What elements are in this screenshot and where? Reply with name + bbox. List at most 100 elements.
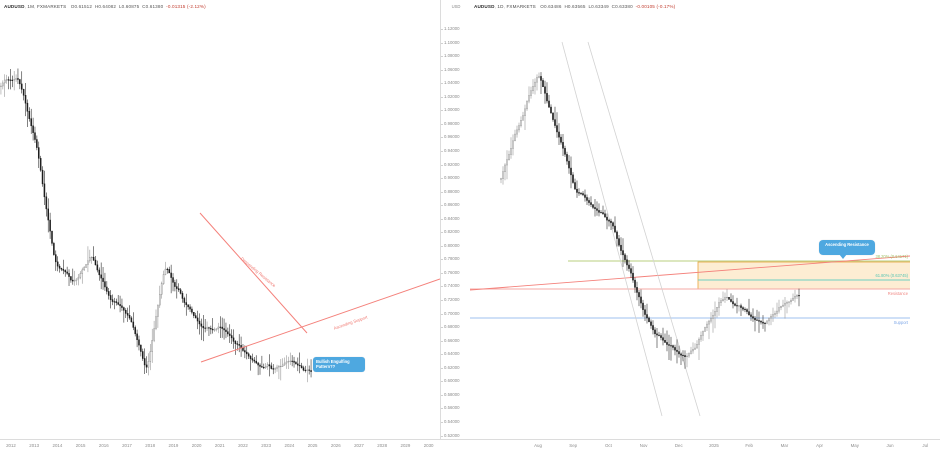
candle-body bbox=[502, 171, 504, 179]
candle-body bbox=[538, 76, 540, 78]
candle-body bbox=[37, 147, 40, 159]
time-axis-left[interactable]: 2012 2013 2014 2015 2016 2017 2018 2019 2020 2021… bbox=[0, 439, 470, 453]
candle-body bbox=[754, 317, 756, 321]
exchange-label: FXMARKETS bbox=[36, 4, 67, 9]
candle-body bbox=[176, 286, 178, 289]
candle-body bbox=[30, 118, 32, 127]
bullish-engulfing-callout[interactable]: Bullish Engulfing Pattern?? bbox=[313, 357, 365, 372]
ascending-resistance-line[interactable] bbox=[470, 255, 910, 291]
candle-body bbox=[658, 334, 660, 336]
candle-body bbox=[79, 273, 82, 278]
candle-body bbox=[51, 230, 53, 244]
candle-body bbox=[157, 304, 159, 317]
candle-body bbox=[716, 307, 718, 312]
candle-body bbox=[75, 278, 78, 281]
price-tick: 0.88000 bbox=[441, 189, 471, 195]
open-label: O bbox=[70, 4, 75, 9]
candle-body bbox=[656, 333, 658, 336]
price-tick: 0.96000 bbox=[441, 134, 471, 140]
candle-body bbox=[678, 351, 680, 355]
candle-body bbox=[191, 308, 193, 313]
candle-body bbox=[626, 259, 628, 266]
candle-body bbox=[43, 183, 46, 198]
candle-body bbox=[219, 326, 222, 328]
candle-body bbox=[750, 314, 752, 317]
candle-body bbox=[634, 279, 636, 288]
symbol-label[interactable]: AUDUSD bbox=[474, 4, 495, 9]
candle-body bbox=[654, 329, 656, 335]
price-tick: 0.84000 bbox=[441, 216, 471, 222]
candle-body bbox=[189, 306, 191, 310]
candle-body bbox=[680, 353, 682, 356]
candle-body bbox=[764, 322, 766, 325]
candle-body bbox=[788, 301, 790, 303]
candle-body bbox=[276, 366, 278, 369]
candle-body bbox=[291, 360, 293, 362]
candle-body bbox=[714, 311, 716, 316]
candle-body bbox=[682, 354, 684, 356]
change-percent: (-0.17%) bbox=[656, 4, 676, 9]
candle-body bbox=[253, 359, 256, 362]
plot-area-left[interactable]: Descending Resistance Ascending Support … bbox=[0, 16, 440, 439]
price-axis-left[interactable]: USD 1.12000 1.10000 1.08000 1.06000 1.04000 1… bbox=[440, 0, 471, 453]
candle-body bbox=[132, 321, 135, 328]
price-tick: 0.76000 bbox=[441, 270, 471, 276]
chart-pane-right[interactable]: AUDUSD, 1D, FXMARKETS O0.63486 H0.63565 … bbox=[470, 0, 940, 453]
candle-body bbox=[310, 370, 312, 372]
ascending-resistance-callout[interactable]: Ascending Resistance bbox=[819, 240, 875, 260]
time-tick: Jun bbox=[886, 443, 894, 448]
candle-body bbox=[578, 192, 580, 194]
candle-body bbox=[652, 325, 654, 331]
channel-upper-line[interactable] bbox=[561, 41, 663, 417]
candle-body bbox=[134, 327, 136, 335]
chart-legend-right[interactable]: AUDUSD, 1D, FXMARKETS O0.63486 H0.63565 … bbox=[474, 4, 676, 9]
candle-body bbox=[724, 297, 726, 300]
candle-body bbox=[236, 343, 239, 345]
ascending-support-line[interactable] bbox=[200, 278, 440, 363]
candle-body bbox=[138, 339, 140, 346]
price-axis-currency-left: USD bbox=[451, 4, 461, 9]
candle-body bbox=[196, 317, 199, 322]
price-tick: 0.80000 bbox=[441, 243, 471, 249]
candle-body bbox=[604, 213, 606, 218]
fib-retracement-zone[interactable] bbox=[697, 261, 910, 290]
candle-body bbox=[81, 269, 84, 274]
candle-body bbox=[536, 77, 538, 83]
candle-body bbox=[548, 100, 550, 108]
price-tick: 0.64000 bbox=[441, 351, 471, 357]
time-axis-right[interactable]: Aug Sep Oct Nov Dec 2025 Feb Mar Apr May Jun Jul bbox=[470, 439, 940, 453]
candle-body bbox=[664, 340, 666, 343]
candle-body bbox=[692, 349, 694, 352]
candle-body bbox=[308, 369, 310, 371]
price-tick: 0.90000 bbox=[441, 175, 471, 181]
price-tick: 0.66000 bbox=[441, 338, 471, 344]
candle-body bbox=[19, 79, 21, 85]
candle-body bbox=[89, 257, 91, 262]
candle-body bbox=[586, 197, 588, 201]
descending-resistance-line[interactable] bbox=[199, 212, 308, 334]
candle-body bbox=[672, 345, 674, 348]
candle-body bbox=[140, 344, 142, 352]
chart-legend-left[interactable]: AUDUSD, 1M, FXMARKETS O0.61512 H0.64082 … bbox=[4, 4, 206, 9]
candle-body bbox=[602, 212, 604, 215]
chart-pane-left[interactable]: AUDUSD, 1M, FXMARKETS O0.61512 H0.64082 … bbox=[0, 0, 471, 453]
candle-body bbox=[736, 305, 738, 307]
candle-body bbox=[784, 302, 786, 306]
candle-body bbox=[568, 160, 570, 169]
candle-body bbox=[530, 90, 532, 96]
candle-body bbox=[170, 272, 172, 278]
interval-label[interactable]: 1M bbox=[27, 4, 35, 9]
candle-body bbox=[694, 347, 696, 350]
candle-body bbox=[638, 292, 640, 298]
candle-body bbox=[83, 267, 85, 271]
candle-body bbox=[257, 362, 259, 366]
interval-label[interactable]: 1D bbox=[497, 4, 504, 9]
candle-body bbox=[722, 299, 724, 301]
symbol-label[interactable]: AUDUSD bbox=[4, 4, 25, 9]
candle-body bbox=[712, 314, 714, 319]
candle-body bbox=[272, 368, 275, 370]
plot-area-right[interactable]: Ascending Resistance 38.20% (0.64171) 61… bbox=[470, 16, 910, 439]
candle-body bbox=[644, 309, 646, 315]
candle-body bbox=[630, 268, 632, 274]
candle-body bbox=[255, 360, 257, 364]
